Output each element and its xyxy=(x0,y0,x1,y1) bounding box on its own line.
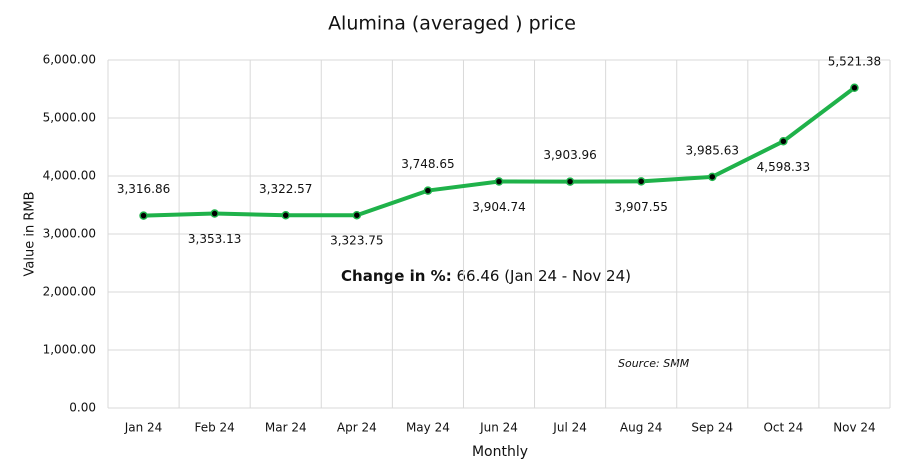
x-axis-label: Monthly xyxy=(472,444,528,460)
data-point xyxy=(210,209,219,218)
source-note: Source: SMM xyxy=(618,357,690,370)
data-label: 3,323.75 xyxy=(330,234,383,248)
x-tick-label: Sep 24 xyxy=(691,421,733,435)
data-point xyxy=(352,210,362,220)
data-point xyxy=(494,177,504,186)
data-label: 3,904.74 xyxy=(472,200,525,214)
y-tick-label: 5,000.00 xyxy=(43,111,96,125)
x-tick-label: Jul 24 xyxy=(552,421,587,435)
data-point xyxy=(281,211,290,220)
x-tick-label: May 24 xyxy=(406,421,450,435)
y-tick-label: 2,000.00 xyxy=(43,285,96,299)
data-label: 3,353.13 xyxy=(188,232,241,246)
annotation-text: 66.46 (Jan 24 - Nov 24) xyxy=(457,267,631,285)
data-point xyxy=(636,177,646,186)
x-tick-label: Aug 24 xyxy=(620,421,663,435)
x-tick-label: Mar 24 xyxy=(265,421,307,435)
data-point xyxy=(423,186,433,195)
data-label: 3,907.55 xyxy=(614,200,667,214)
data-label: 3,985.63 xyxy=(686,143,739,157)
data-point xyxy=(779,137,788,146)
y-axis-label: Value in RMB xyxy=(23,192,38,277)
y-tick-label: 4,000.00 xyxy=(43,169,96,183)
x-tick-label: Jun 24 xyxy=(479,421,518,435)
y-tick-label: 6,000.00 xyxy=(43,53,96,67)
annotation-label: Change in %: xyxy=(341,267,452,285)
chart-title: Alumina (averaged ) price xyxy=(328,13,576,35)
data-label: 3,748.65 xyxy=(401,157,454,171)
x-tick-label: Nov 24 xyxy=(833,421,876,435)
x-tick-label: Apr 24 xyxy=(337,421,377,435)
data-label: 3,316.86 xyxy=(117,182,170,196)
data-point xyxy=(850,83,859,93)
data-label: 4,598.33 xyxy=(757,160,810,174)
annotation: Change in %: 66.46 (Jan 24 - Nov 24) xyxy=(341,267,631,285)
x-tick-label: Oct 24 xyxy=(763,421,803,435)
y-tick-label: 3,000.00 xyxy=(43,227,96,241)
y-tick-label: 0.00 xyxy=(69,401,96,415)
data-label: 3,903.96 xyxy=(543,148,596,162)
data-label: 5,521.38 xyxy=(828,54,881,68)
x-tick-label: Jan 24 xyxy=(124,421,163,435)
data-label: 3,322.57 xyxy=(259,182,312,196)
data-point xyxy=(139,211,148,220)
y-tick-label: 1,000.00 xyxy=(43,343,96,357)
data-point xyxy=(565,177,575,186)
data-point xyxy=(708,172,717,182)
x-tick-label: Feb 24 xyxy=(194,421,234,435)
